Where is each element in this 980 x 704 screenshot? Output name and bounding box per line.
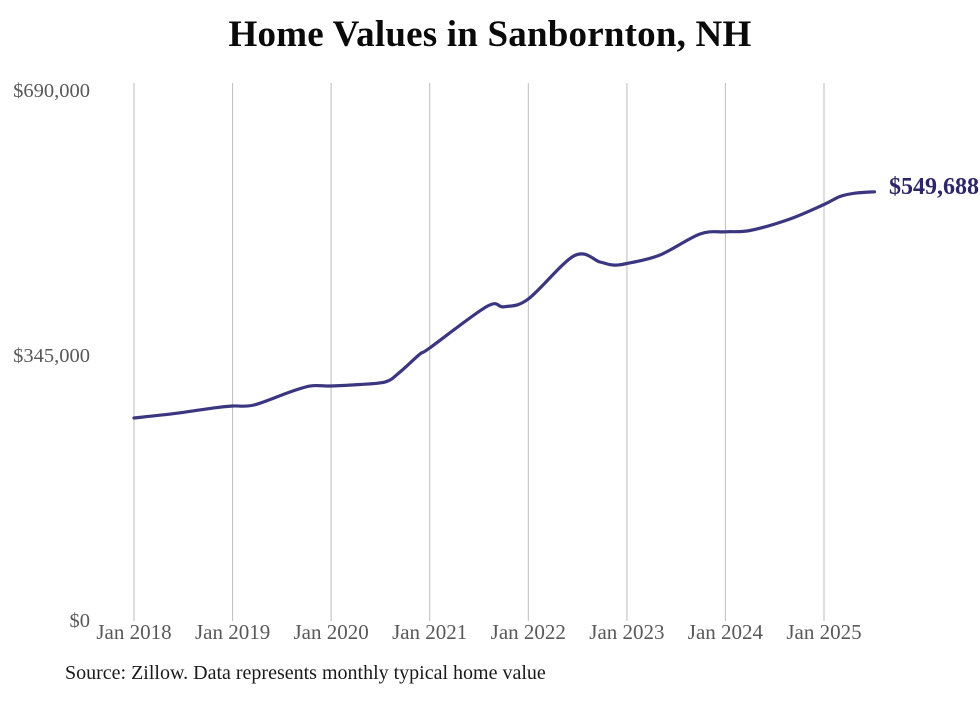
svg-text:Jan 2023: Jan 2023 xyxy=(589,620,664,644)
svg-text:Jan 2022: Jan 2022 xyxy=(491,620,566,644)
svg-text:$690,000: $690,000 xyxy=(13,80,90,102)
svg-text:Jan 2019: Jan 2019 xyxy=(195,620,270,644)
svg-text:Jan 2018: Jan 2018 xyxy=(96,620,171,644)
svg-text:$549,688: $549,688 xyxy=(889,174,979,200)
svg-text:Jan 2024: Jan 2024 xyxy=(688,620,764,644)
svg-text:$345,000: $345,000 xyxy=(13,345,90,367)
svg-text:Jan 2020: Jan 2020 xyxy=(293,620,368,644)
svg-text:Jan 2025: Jan 2025 xyxy=(786,620,861,644)
svg-text:Jan 2021: Jan 2021 xyxy=(392,620,467,644)
svg-text:$0: $0 xyxy=(70,610,91,632)
